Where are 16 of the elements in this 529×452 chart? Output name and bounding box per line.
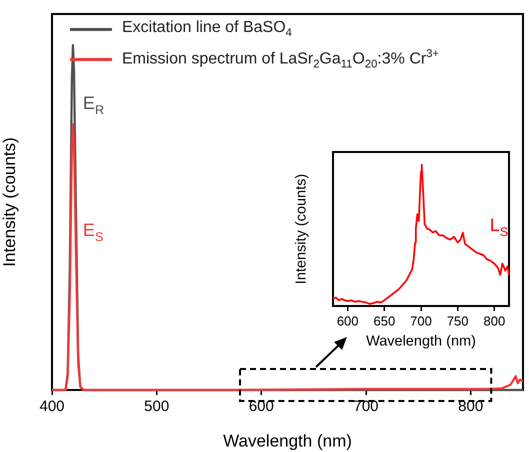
annotation: L$_{S}$ bbox=[490, 214, 508, 238]
x-tick-label: 650 bbox=[373, 313, 396, 328]
x-axis-title: Wavelength (nm) bbox=[223, 431, 352, 450]
y-axis-title: Intensity (counts) bbox=[0, 137, 19, 267]
x-tick-label: 400 bbox=[39, 398, 65, 416]
legend-label: Excitation line of BaSO$_{4}$ bbox=[122, 18, 292, 40]
legend-label: Emission spectrum of LaSr$_{2}$Ga$_{11}$O$_{20}$:3% Cr$^{3+}$ bbox=[122, 48, 439, 70]
x-tick-label: 750 bbox=[446, 313, 469, 328]
annotation: E$_{R}$ bbox=[82, 93, 104, 117]
y-axis-title: Intensity (counts) bbox=[294, 174, 310, 284]
x-tick-label: 700 bbox=[410, 313, 432, 328]
x-tick-label: 800 bbox=[483, 313, 506, 328]
x-tick-label: 500 bbox=[144, 398, 170, 416]
x-tick-label: 600 bbox=[336, 313, 359, 328]
x-axis-title: Wavelength (nm) bbox=[366, 333, 476, 350]
annotation: E$_{S}$ bbox=[82, 220, 104, 244]
